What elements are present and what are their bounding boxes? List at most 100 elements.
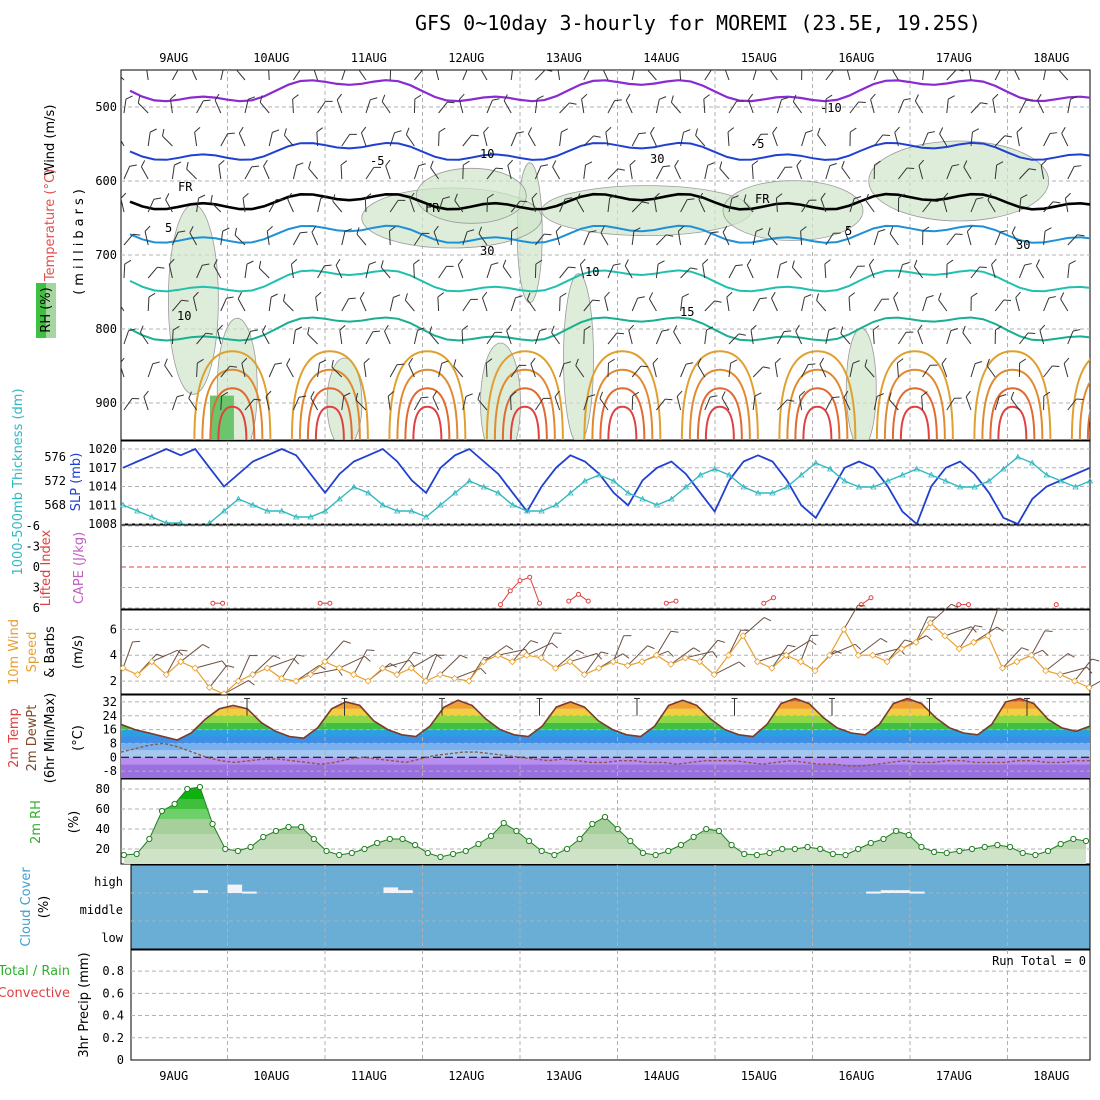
wind10m-barb [237,654,258,682]
barb-flag [575,358,579,366]
upper-air-wind-barb [1035,259,1045,279]
upper-air-wind-barb [817,127,827,147]
warm-cell-contour [607,405,638,440]
barb-flag [921,391,928,397]
upper-air-wind-barb [453,359,464,378]
barb-flag [927,616,936,618]
upper-air-wind-barb [849,360,860,378]
barb-staff [317,101,326,114]
barb-flag [955,233,963,236]
barb-staff [825,165,831,180]
warm-cell-contour [794,387,841,440]
barb-staff [292,98,294,114]
upper-air-wind-barb [213,259,222,279]
barb-staff [676,396,682,411]
barb-flag [946,259,954,265]
upper-air-wind-barb [481,291,488,312]
barb-staff [497,648,526,656]
upper-air-wind-barb [244,329,258,345]
bottom-date-label: 13AUG [546,1069,582,1083]
rh-shading-blob [167,203,219,395]
barb-flag [584,325,591,331]
barb-staff [312,70,319,81]
barb-flag [995,325,1002,331]
barb-flag [258,260,262,269]
thickness-marker [827,465,834,472]
barb-flag [659,96,667,100]
barb-staff [958,625,976,650]
barb-flag [893,291,899,299]
temp2m-grid [121,695,1090,778]
thickness-marker [1014,453,1022,460]
warm-cell-contour [680,350,759,440]
barb-staff [196,332,206,345]
rh2m-point [855,845,862,853]
barb-flag [576,193,581,201]
barb-staff [704,300,715,312]
barb-staff [483,645,507,663]
slp-line [122,447,1091,526]
upper-air-wind-barb [121,133,125,147]
warm-cell-contour [688,368,751,440]
lifted-index-point [327,600,333,606]
upper-air-wind-barb [1018,194,1028,213]
thickness-marker [740,483,747,490]
top-date-label: 14AUG [643,51,679,65]
barb-flag [771,291,776,299]
barb-staff [189,232,198,246]
upper-air-wind-barb [339,324,346,345]
barb-flag [385,159,391,167]
barb-flag [974,361,983,365]
precip-convective-label: Convective [0,986,70,1001]
barb-staff [381,101,391,114]
contour-label: 10 [177,309,191,323]
barb-flag [307,326,310,335]
barb-staff [579,264,585,279]
barb-staff [939,133,948,147]
cloud-high-bars [193,884,925,894]
barb-flag [898,193,905,199]
rh2m-point [475,840,482,848]
barb-staff [1016,132,1020,147]
barb-flag [495,167,504,170]
barb-staff [169,99,173,114]
wind10m-speed-point [523,651,531,659]
barb-flag [723,61,730,67]
barb-flag [864,359,868,367]
barb-staff [922,297,928,312]
upper-air-wind-barb [389,363,405,378]
barb-staff [917,330,924,345]
upper-air-wind-barb [604,291,610,312]
barb-flag [1025,99,1033,102]
barb-staff [599,398,609,411]
barb-staff [776,331,785,345]
barb-flag [617,168,625,171]
barb-staff [843,604,859,630]
upper-air-wind-barb [340,160,348,180]
upper-air-wind-barb [559,128,568,147]
rh2m-point [905,831,912,839]
upper-air-wind-barb [438,127,446,147]
upper-air-wind-barb [534,164,549,180]
barb-flag [808,363,816,366]
barb-staff [168,264,173,279]
contour-label: 30 [650,152,664,166]
upper-air-wind-barb [1037,93,1045,114]
upper-air-wind-barb [244,96,256,114]
wind10m-axis-label-3: & Barbs [43,626,58,678]
barb-flag [1044,227,1052,232]
barb-staff [650,133,657,147]
barb-flag [897,358,904,364]
barb-flag [662,165,671,168]
barb-flag [650,126,655,134]
barb-staff [704,70,713,81]
barb-staff [698,199,706,213]
wind10m-barb [1060,666,1093,676]
barb-staff [1067,330,1074,345]
contour-label: 5 [165,221,172,235]
barb-flag [363,357,370,364]
barb-staff [506,330,512,345]
wind10m-speed-point [335,664,343,672]
barb-staff [267,70,270,81]
